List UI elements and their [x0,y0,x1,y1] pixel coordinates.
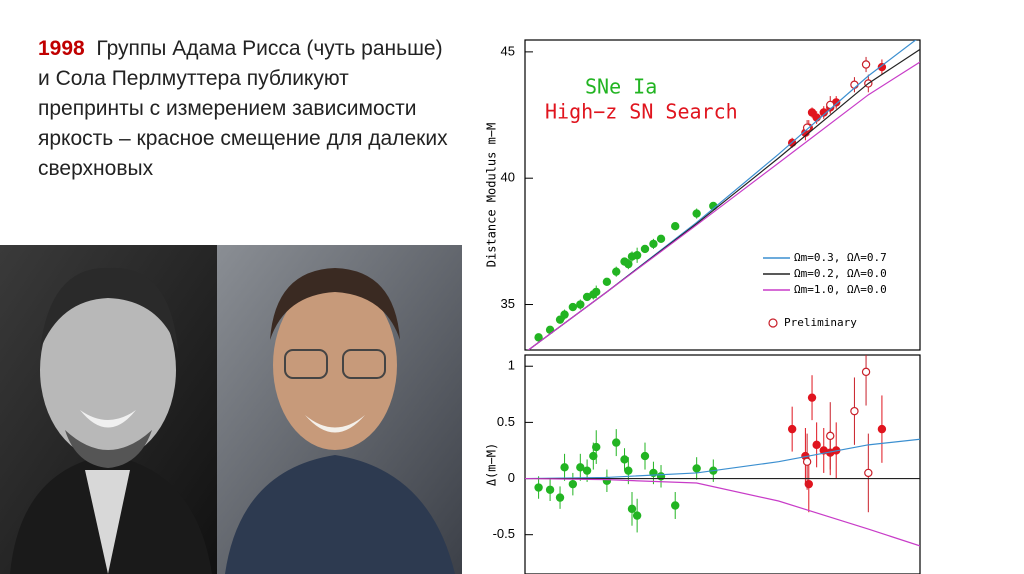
y-axis-label: Δ(m−M) [485,443,499,486]
series-label: High−z SN Search [545,100,738,124]
data-point [555,315,565,324]
data-point [632,251,642,260]
y-tick-label: 45 [501,43,515,58]
data-point [802,457,812,466]
model-line [525,477,920,547]
data-point [640,244,650,254]
plot-area [525,355,920,547]
photo-riess [0,245,217,574]
data-point [692,464,701,473]
legend-label: Ωm=1.0, ΩΛ=0.0 [794,283,887,296]
data-point [861,60,871,69]
model-line [527,61,920,350]
y-tick-label: 0 [508,470,515,485]
plot-area [527,40,920,350]
y-tick-label: 1 [508,358,515,373]
y-tick-label: 35 [501,296,515,311]
series-label: SNe Ia [585,75,657,99]
year: 1998 [38,37,85,60]
data-point [850,406,859,416]
data-point [864,468,873,478]
data-point [812,113,821,122]
data-point [592,442,601,452]
data-point [671,501,680,510]
data-point [568,479,578,489]
data-point [624,466,633,475]
data-point [602,277,612,286]
data-point [804,479,813,489]
data-point [692,209,701,218]
data-point [560,310,569,319]
data-point [576,463,585,472]
data-point [612,267,621,276]
data-point [861,367,871,377]
data-point [534,483,543,492]
data-point [877,62,887,72]
data-point [592,287,601,297]
data-point [589,451,598,461]
data-point [560,463,569,472]
data-point [877,424,887,434]
data-point [656,234,666,244]
data-point [640,451,650,461]
model-line [525,438,920,480]
data-point [627,504,637,514]
data-point [819,108,828,117]
y-tick-label: -0.5 [493,526,515,541]
data-point [649,239,658,249]
data-point [624,259,633,269]
caption-body: Группы Адама Рисса (чуть раньше) и Сола … [38,37,448,180]
data-point [807,108,817,117]
data-point [826,431,835,441]
data-point [632,511,642,520]
photo-perlmutter [217,245,462,574]
data-point [534,333,543,342]
y-tick-label: 0.5 [497,414,515,429]
data-point [671,222,680,231]
data-point [545,485,555,494]
data-point [612,438,621,447]
data-point [582,466,592,475]
data-point [812,440,821,450]
caption: 1998 Группы Адама Рисса (чуть раньше) и … [38,34,458,184]
legend-swatch [768,318,778,328]
data-point [620,455,629,464]
data-point [555,493,565,502]
data-point [568,302,578,312]
plot-frame [524,39,921,351]
legend-label: Ωm=0.2, ΩΛ=0.0 [794,267,887,280]
legend-label: Preliminary [784,316,857,329]
legend-label: Ωm=0.3, ΩΛ=0.7 [794,251,887,264]
plot-frame [524,354,921,574]
data-point [802,123,812,132]
y-tick-label: 40 [501,170,515,185]
data-point [576,300,585,309]
data-point [807,393,817,402]
data-point [787,424,797,434]
y-axis-label: Distance Modulus m−M [485,123,499,268]
